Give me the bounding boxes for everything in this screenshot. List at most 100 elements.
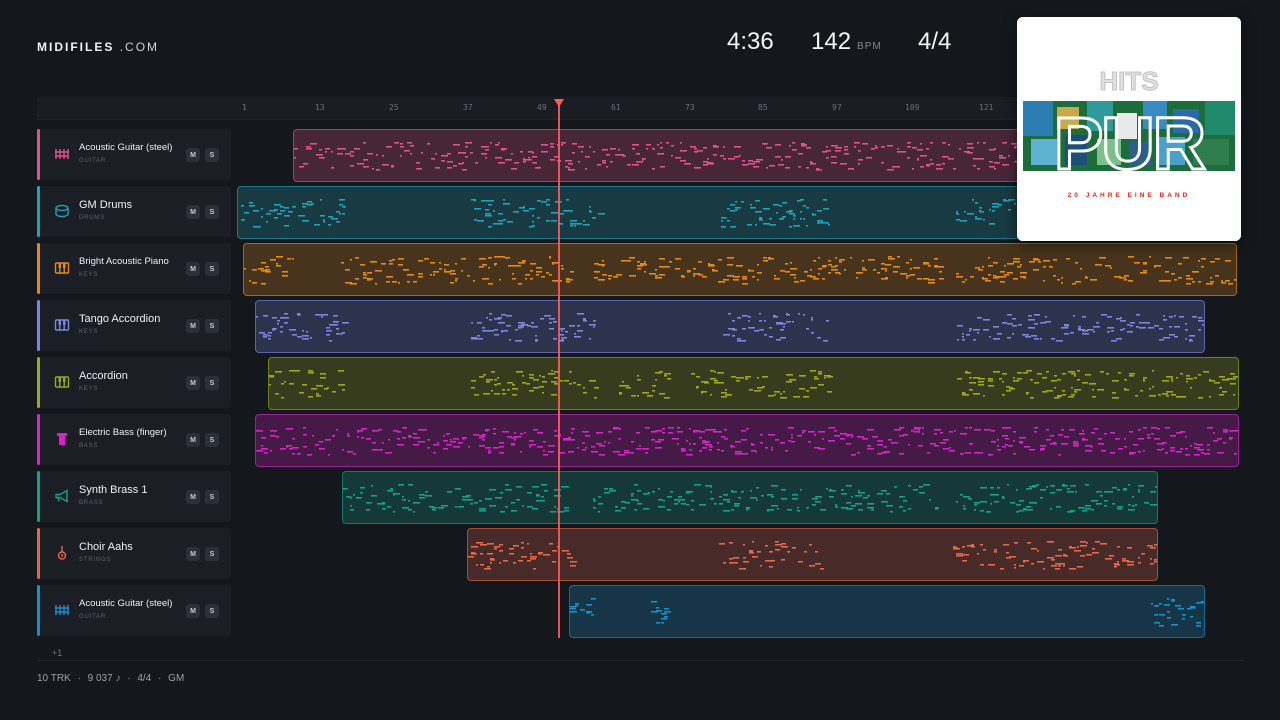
midi-note — [678, 496, 682, 498]
track-header-acoustic-guitar-2[interactable]: Acoustic Guitar (steel) GUITAR M S — [37, 585, 231, 636]
mute-button[interactable]: M — [186, 148, 200, 162]
midi-note — [589, 146, 591, 148]
midi-note — [1074, 391, 1077, 393]
solo-button[interactable]: S — [205, 433, 219, 447]
solo-button[interactable]: S — [205, 262, 219, 276]
midi-note — [857, 452, 860, 454]
midi-note — [342, 332, 345, 334]
midi-note — [536, 274, 539, 276]
timeline-ruler[interactable]: 1 13 25 37 49 61 73 85 97 109 121 — [37, 97, 1244, 120]
track-region[interactable] — [569, 585, 1205, 638]
track-header-synth-brass[interactable]: Synth Brass 1 BRASS M S — [37, 471, 231, 522]
midi-note — [956, 273, 959, 275]
midi-note — [294, 148, 298, 150]
track-region[interactable] — [342, 471, 1158, 524]
midi-note — [835, 150, 841, 152]
mute-button[interactable]: M — [186, 376, 200, 390]
midi-note — [1075, 262, 1078, 264]
midi-note — [1202, 320, 1204, 322]
midi-note — [1006, 390, 1011, 392]
solo-button[interactable]: S — [205, 205, 219, 219]
track-region[interactable] — [243, 243, 1237, 296]
solo-button[interactable]: S — [205, 148, 219, 162]
midi-note — [757, 387, 763, 389]
track-header-gm-drums[interactable]: GM Drums DRUMS M S — [37, 186, 231, 237]
midi-note — [719, 496, 722, 498]
solo-button[interactable]: S — [205, 490, 219, 504]
solo-button[interactable]: S — [205, 604, 219, 618]
midi-note — [1026, 393, 1028, 395]
track-header-choir-aahs[interactable]: Choir Aahs STRINGS M S — [37, 528, 231, 579]
midi-note — [745, 376, 751, 378]
note-pattern — [269, 370, 1238, 399]
midi-note — [1204, 453, 1210, 455]
midi-note — [742, 160, 745, 162]
midi-note — [712, 270, 718, 272]
more-tracks-indicator[interactable]: +1 — [52, 648, 63, 658]
midi-note — [1055, 563, 1062, 565]
solo-button[interactable]: S — [205, 319, 219, 333]
midi-note — [658, 439, 664, 441]
midi-note — [1046, 439, 1051, 441]
midi-note — [1067, 491, 1074, 493]
track-header-electric-bass[interactable]: Electric Bass (finger) BASS M S — [37, 414, 231, 465]
midi-note — [1012, 318, 1016, 320]
midi-note — [608, 442, 610, 444]
midi-note — [791, 434, 793, 436]
mute-button[interactable]: M — [186, 604, 200, 618]
mute-button[interactable]: M — [186, 205, 200, 219]
midi-note — [637, 261, 640, 263]
midi-note — [1042, 391, 1047, 393]
midi-note — [776, 322, 783, 324]
midi-note — [993, 338, 1000, 340]
midi-note — [791, 441, 795, 443]
mute-button[interactable]: M — [186, 547, 200, 561]
midi-note — [1028, 319, 1035, 321]
track-region[interactable] — [268, 357, 1239, 410]
midi-note — [1078, 329, 1085, 331]
playhead-line[interactable] — [558, 104, 560, 638]
mute-button[interactable]: M — [186, 319, 200, 333]
midi-note — [846, 508, 853, 510]
track-header-acoustic-guitar[interactable]: Acoustic Guitar (steel) GUITAR M S — [37, 129, 231, 180]
midi-note — [1047, 541, 1054, 543]
track-region[interactable] — [255, 300, 1205, 353]
midi-note — [1007, 337, 1011, 339]
midi-note — [257, 226, 261, 228]
midi-note — [518, 283, 522, 285]
track-region[interactable] — [255, 414, 1239, 467]
midi-note — [1138, 429, 1141, 431]
solo-button[interactable]: S — [205, 547, 219, 561]
midi-note — [790, 262, 792, 264]
midi-note — [637, 379, 641, 381]
midi-note — [1008, 155, 1010, 157]
midi-note — [659, 266, 664, 268]
midi-note — [433, 274, 435, 276]
midi-note — [561, 337, 567, 339]
midi-note — [392, 281, 397, 283]
brand-logo[interactable]: MIDIFILES .COM — [37, 40, 159, 54]
midi-note — [520, 433, 523, 435]
midi-note — [992, 210, 995, 212]
midi-note — [277, 320, 280, 322]
playhead-marker[interactable] — [554, 99, 564, 107]
midi-note — [718, 259, 722, 261]
track-header-bright-acoustic-piano[interactable]: Bright Acoustic Piano KEYS M S — [37, 243, 231, 294]
midi-note — [814, 434, 816, 436]
midi-note — [740, 377, 744, 379]
track-header-tango-accordion[interactable]: Tango Accordion KEYS M S — [37, 300, 231, 351]
midi-note — [259, 332, 265, 334]
solo-button[interactable]: S — [205, 376, 219, 390]
midi-note — [302, 338, 309, 340]
track-region[interactable] — [467, 528, 1158, 581]
midi-note — [1176, 377, 1178, 379]
midi-note — [783, 326, 785, 328]
mute-button[interactable]: M — [186, 490, 200, 504]
midi-note — [513, 545, 519, 547]
midi-note — [1132, 505, 1135, 507]
midi-note — [999, 157, 1006, 159]
mute-button[interactable]: M — [186, 433, 200, 447]
mute-button[interactable]: M — [186, 262, 200, 276]
track-count: 10 TRK — [37, 673, 71, 684]
track-header-accordion[interactable]: Accordion KEYS M S — [37, 357, 231, 408]
